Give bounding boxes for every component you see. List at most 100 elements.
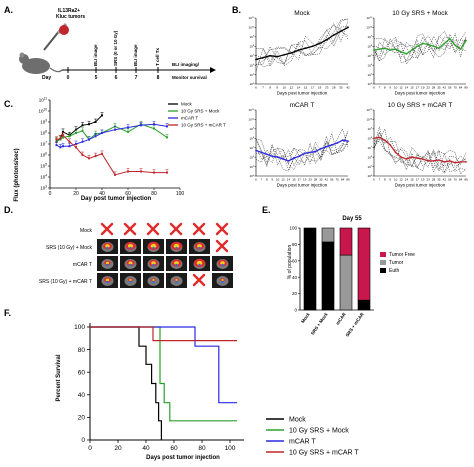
panel-c-point-2-11: [140, 124, 142, 127]
panel-b-mean-point-0-5: [290, 51, 293, 54]
panel-b-mean-point-0-0: [255, 58, 257, 61]
panel-b-xtick-label-3-13: 42: [443, 178, 447, 182]
panel-b-xtick-label-0-11: 28: [332, 86, 336, 90]
panel-c-point-3-13: [166, 171, 168, 174]
panel-e-bar-2-2: [339, 227, 353, 256]
panel-f-legend-label-0: Mock: [289, 417, 306, 424]
panel-c-point-2-13: [166, 125, 168, 128]
panel-b-trace-3-2: [373, 140, 467, 174]
panel-f-xtick-label-4: 80: [198, 445, 206, 452]
panel-b-xtick-label-1-17: 89: [464, 86, 468, 90]
panel-b-mean-point-0-6: [297, 49, 300, 51]
panel-b-mean-point-3-10: [427, 160, 430, 162]
panel-b-ytick-label-2-3: 107: [250, 146, 255, 150]
syringe-icon: [43, 23, 69, 51]
panel-f-xtick-label-2: 40: [142, 445, 150, 452]
panel-b-xtick-label-0-6: 14: [297, 86, 301, 90]
panel-f-xtick-label-0: 0: [88, 445, 92, 452]
panel-b-ytick-label-1-0: 104: [368, 82, 373, 86]
panel-b-trace-2-4: [255, 135, 349, 167]
panel-b-trace-0-5: [255, 30, 349, 65]
panel-b-mean-point-1-4: [394, 48, 397, 51]
panel-e-legend-label-0: Tumor Free: [389, 252, 415, 258]
panel-b-xtick-label-0-9: 19: [318, 86, 322, 90]
panel-b-title-1: 10 Gy SRS + Mock: [392, 10, 448, 17]
panel-c-point-2-10: [127, 126, 129, 129]
panel-d-bli-image-1-0: [97, 239, 118, 254]
panel-c-point-1-10: [127, 130, 129, 133]
panel-b-ytick-label-0-5: 109: [250, 35, 255, 39]
panel-b-title-0: Mock: [294, 10, 310, 17]
timeline-event-bli-2: BLI image: [133, 44, 138, 66]
panel-b-trace-3-3: [373, 126, 467, 175]
panel-b-mean-point-0-7: [304, 47, 307, 50]
panel-b-mean-line-3: [373, 136, 466, 164]
panel-d-bli-image-2-3: [166, 256, 187, 271]
panel-b-xtick-label-1-7: 15: [410, 86, 414, 90]
panel-b-mean-point-2-9: [303, 152, 306, 155]
panel-b-xtick-label-0-2: 8: [269, 86, 271, 90]
panel-c-point-0-2: [62, 130, 64, 133]
timeline-day-8: 8: [157, 75, 160, 81]
panel-c-point-1-2: [62, 136, 64, 139]
panel-b-ytick-label-0-3: 107: [250, 54, 255, 58]
timeline-monitor-1: BLI imaging/: [172, 62, 200, 67]
panel-d-euth-x2-3-4: [192, 273, 206, 287]
panel-b-xtick-label-2-0: 6: [255, 178, 257, 182]
panel-b-xtick-label-0-7: 15: [304, 86, 308, 90]
panel-b-mean-point-3-12: [438, 159, 440, 161]
panel-d-bli-image-2-4: [189, 256, 210, 271]
panel-d: D. Mock SRS (10 Gy) + Mock mCAR T SRS (1…: [4, 205, 233, 288]
panel-b-xtick-label-1-3: 9: [389, 86, 391, 90]
panel-c: C. Flux (photons/sec) Day post tumor inj…: [4, 96, 226, 202]
panel-b-xtick-label-1-4: 10: [394, 86, 398, 90]
panel-b-mean-line-2: [255, 139, 349, 162]
panel-b-mean-point-1-0: [373, 49, 375, 51]
panel-b-xtick-label-0-4: 10: [283, 86, 287, 90]
panel-b-ytick-label-3-1: 105: [368, 165, 373, 169]
panel-b-xtick-label-1-12: 35: [437, 86, 441, 90]
panel-b-xtick-label-2-13: 42: [325, 178, 329, 182]
panel-f-ytick-label-5: 0: [81, 437, 85, 444]
panel-b-mean-point-1-6: [405, 52, 408, 55]
panel-d-row-mock: Mock: [80, 228, 92, 234]
panel-c-point-1-3: [68, 135, 71, 138]
panel-b-xtick-label-0-12: 35: [339, 86, 343, 90]
panel-b-xtick-label-2-2: 8: [266, 178, 268, 182]
panel-c-point-0-0: [55, 140, 58, 143]
panel-e-legend-swatch-1: [380, 260, 386, 265]
panel-b-xlabel-1: Days post tumor injection: [395, 91, 446, 96]
panel-c-point-0-5: [81, 124, 84, 127]
panel-b-mean-point-3-13: [443, 160, 446, 163]
panel-b-mean-point-2-7: [292, 157, 295, 159]
panel-b-xtick-label-1-2: 8: [384, 86, 386, 90]
panel-b-xlabel-0: Days post tumor injection: [277, 91, 328, 96]
panel-b-trace-3-5: [373, 136, 467, 173]
panel-b-xtick-label-3-16: 84: [459, 178, 463, 182]
panel-c-point-1-4: [75, 132, 77, 134]
panel-b-ytick-label-0-4: 108: [250, 44, 255, 48]
panel-b-ytick-label-0-1: 105: [250, 73, 255, 77]
panel-c-point-3-8: [101, 152, 103, 155]
panel-b-xtick-label-2-11: 28: [314, 178, 318, 182]
mouse-icon: [19, 52, 63, 74]
panel-b-trace-0-3: [255, 18, 349, 63]
panel-d-euth-x2-0-5: [215, 222, 229, 236]
panel-d-row-srs-mock: SRS (10 Gy) + Mock: [46, 245, 92, 251]
panel-b-xtick-label-0-10: 23: [325, 86, 329, 90]
panel-b-mean-point-3-4: [394, 151, 397, 154]
panel-b-xtick-label-3-5: 12: [399, 178, 403, 182]
panel-c-point-3-10: [127, 170, 129, 173]
panel-b-xtick-label-2-5: 12: [281, 178, 285, 182]
panel-d-bli-image-1-2: [143, 239, 164, 254]
panel-c-legend-label-2: mCAR T: [181, 116, 198, 121]
panel-b-trace-0-0: [255, 18, 349, 72]
panel-b-xtick-label-3-4: 10: [394, 178, 398, 182]
panel-b-xtick-label-1-8: 17: [416, 86, 420, 90]
panel-b-xtick-label-1-11: 28: [432, 86, 436, 90]
panel-b-mean-point-2-0: [255, 149, 257, 152]
panel-f-letter: F.: [4, 308, 11, 318]
panel-b-mean-point-0-4: [283, 53, 286, 56]
panel-b-xtick-label-2-6: 14: [287, 178, 291, 182]
